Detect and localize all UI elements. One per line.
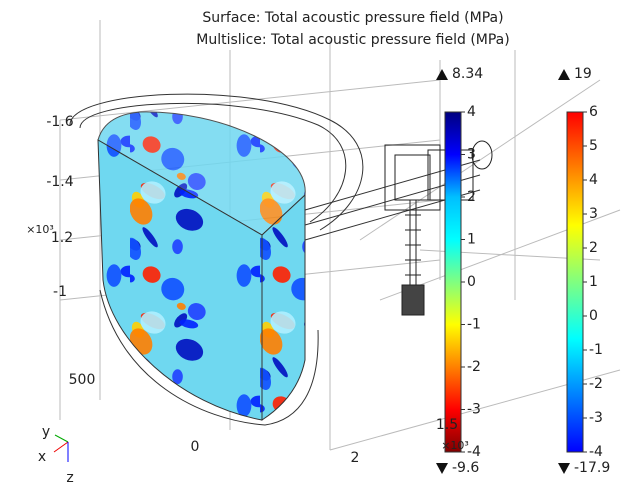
scale-label: ×10³	[26, 223, 54, 236]
colorbar-tick-label: -1	[589, 342, 603, 358]
colorbar-tick-label: 3	[467, 147, 476, 163]
colorbar-max-label: 8.34	[452, 66, 483, 82]
min-marker	[558, 463, 570, 474]
colorbar-tick-label: -4	[589, 444, 603, 460]
scene-axis-label: -1.6	[46, 114, 73, 130]
colorbar-tick-label: -2	[467, 359, 481, 375]
wireframe	[69, 93, 481, 426]
scene-axis-label: -1.4	[46, 174, 73, 190]
scene-axis-label: 1.2	[51, 230, 73, 246]
axis-triad	[53, 434, 69, 462]
colorbar-tick-label: -3	[589, 410, 603, 426]
colorbar-tick-label: 6	[589, 104, 598, 120]
colorbar-tick-label: 3	[589, 206, 598, 222]
scene-axis-label: 2	[351, 450, 360, 466]
colorbar-tick-label: 0	[467, 274, 476, 290]
triad-label: y	[42, 424, 50, 440]
colorbar-tick-label: 2	[467, 189, 476, 205]
colorbar-tick-label: -2	[589, 376, 603, 392]
colorbar-min-label: -17.9	[574, 460, 610, 476]
side-face	[261, 193, 306, 421]
triad-label: x	[38, 449, 46, 465]
colorbar	[566, 111, 584, 453]
top-face	[97, 111, 306, 236]
min-marker	[436, 463, 448, 474]
colorbar-tick-label: -4	[467, 444, 481, 460]
scene-axis-label: 500	[69, 372, 96, 388]
scale-label: ×10³	[441, 439, 469, 452]
colorbar-tick-label: 2	[589, 240, 598, 256]
colorbar-tick-label: -3	[467, 402, 481, 418]
colorbar-tick-label: 0	[589, 308, 598, 324]
colorbar-tick-label: 1	[589, 274, 598, 290]
chart-subtitle: Multislice: Total acoustic pressure fiel…	[196, 32, 509, 48]
surface-object	[97, 111, 306, 421]
colorbar-tick-label: 4	[467, 104, 476, 120]
max-marker	[436, 69, 448, 80]
transducer-assembly	[384, 140, 493, 316]
triad-label: z	[66, 470, 73, 486]
chart-title: Surface: Total acoustic pressure field (…	[202, 10, 503, 26]
scene-axis-label: 1.5	[436, 417, 458, 433]
colorbar-tick-label: 4	[589, 172, 598, 188]
colorbar-tick-label: -1	[467, 317, 481, 333]
front-face	[97, 139, 263, 421]
max-marker	[558, 69, 570, 80]
colorbar-min-label: -9.6	[452, 460, 479, 476]
colorbar	[444, 111, 462, 453]
colorbar-max-label: 19	[574, 66, 592, 82]
scene-axis-label: -1	[53, 284, 67, 300]
colorbar-tick-label: 5	[589, 138, 598, 154]
colorbar-tick-label: 1	[467, 232, 476, 248]
scene-axis-label: 0	[191, 439, 200, 455]
